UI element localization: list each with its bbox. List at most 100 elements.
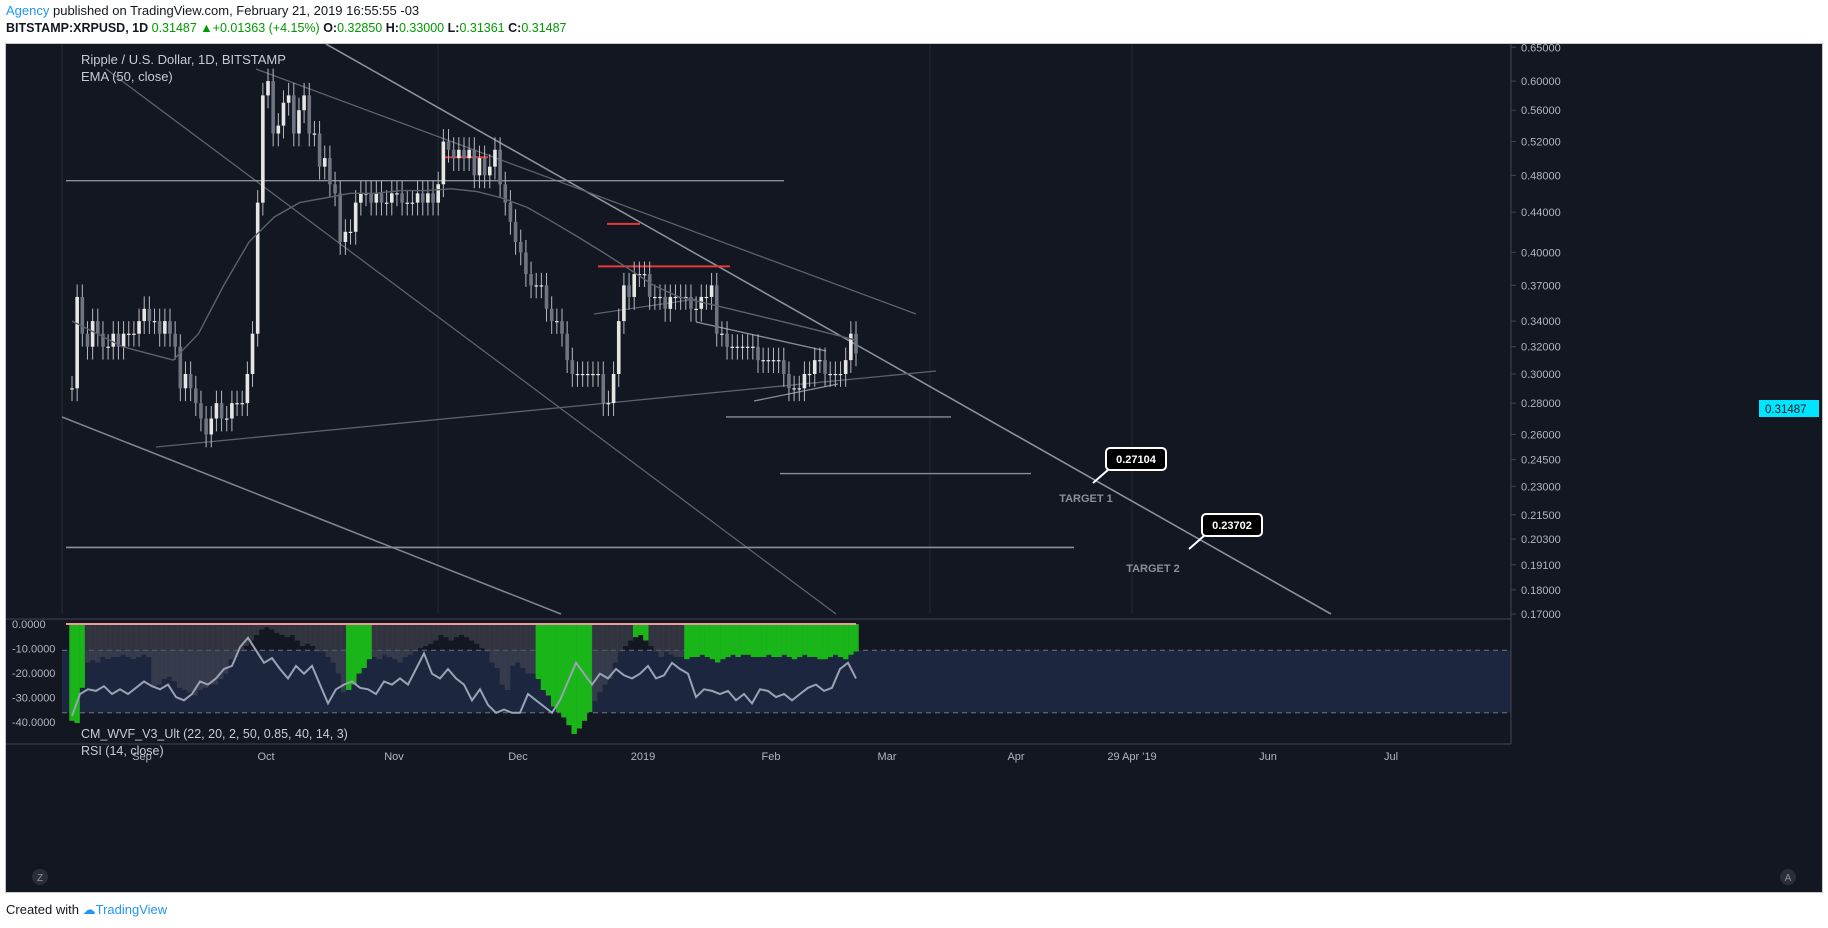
candle-body: [297, 110, 301, 134]
candle-body: [286, 95, 291, 103]
chart-frame[interactable]: 0.0000-10.0000-20.0000-30.0000-40.000080…: [5, 42, 1823, 893]
candle-body: [766, 360, 771, 362]
candle-body: [126, 333, 131, 335]
candle-body: [75, 296, 79, 389]
candle-body: [477, 158, 482, 176]
wvf-bar: [735, 624, 741, 657]
wvf-bar: [264, 624, 270, 628]
time-tick-label: Jun: [1259, 751, 1277, 763]
wvf-bar: [84, 624, 91, 663]
trendline-layer: [61, 43, 1332, 615]
candle-body: [359, 193, 363, 203]
wvf-bar: [433, 624, 439, 641]
candle-body: [395, 193, 399, 195]
rsi-legend: RSI (14, close): [81, 744, 164, 758]
wvf-bar: [269, 624, 275, 630]
wvf-bar: [243, 624, 249, 646]
wvf-bar: [325, 624, 331, 657]
author-link[interactable]: Agency: [6, 3, 50, 18]
price-change: +0.01363 (+4.15%): [212, 21, 320, 35]
wvf-bar: [417, 624, 424, 649]
wvf-bar: [427, 624, 434, 644]
candle-body: [756, 346, 760, 361]
wvf-bar: [556, 624, 562, 712]
ema-line: [71, 188, 857, 361]
wvf-bar: [284, 624, 290, 638]
candle-body: [828, 373, 833, 376]
candle-body: [807, 373, 812, 376]
candle-body: [730, 346, 735, 348]
price-tick-label: 0.32000: [1521, 342, 1561, 354]
price-tick-label: 0.20300: [1521, 534, 1561, 546]
close-value: 0.31487: [521, 21, 567, 35]
wvf-bar: [156, 624, 162, 685]
candle-body: [266, 81, 270, 96]
candle-body: [575, 373, 580, 376]
triangle-bottom-line: [753, 383, 839, 402]
candle-body: [580, 373, 585, 376]
auto-scale-button[interactable]: A: [1780, 869, 1796, 885]
svg-text:A: A: [1785, 873, 1792, 884]
price-chart[interactable]: 0.0000-10.0000-20.0000-30.0000-40.000080…: [6, 42, 1822, 892]
ema-layer: [71, 188, 857, 361]
candle-body: [560, 321, 564, 334]
candle-body: [224, 418, 229, 420]
candle-body: [271, 81, 275, 134]
candle-body: [534, 285, 539, 287]
zoom-button[interactable]: Z: [32, 869, 48, 885]
wvf-bar: [386, 624, 393, 657]
target-1-callout[interactable]: 0.27104: [1092, 447, 1167, 484]
price-tick-label: 0.34000: [1521, 316, 1561, 328]
candle-body: [183, 373, 188, 389]
wvf-bar: [509, 624, 516, 666]
candle-body: [441, 141, 446, 185]
candle-body: [591, 373, 595, 376]
bottom-trendline: [61, 416, 562, 615]
price-tick-label: 0.56000: [1521, 105, 1561, 117]
tradingview-link[interactable]: TradingView: [95, 902, 168, 917]
wvf-bar: [632, 624, 639, 638]
candle-body: [111, 333, 116, 347]
wvf-bar: [100, 624, 106, 657]
wvf-bar: [120, 624, 126, 655]
candle-body: [389, 193, 394, 203]
candle-body: [178, 346, 183, 389]
wvf-bar: [397, 624, 403, 663]
candle-body: [209, 418, 214, 435]
candle-body: [622, 285, 626, 322]
candle-body: [565, 333, 569, 361]
candle-body: [261, 95, 265, 203]
price-tick-label: 0.65000: [1521, 44, 1561, 54]
wvf-bar: [566, 624, 572, 726]
time-tick-label: Feb: [762, 751, 781, 763]
wvf-bar: [110, 624, 116, 657]
wvf-bar: [130, 624, 137, 660]
candle-body: [219, 403, 224, 419]
candle-body: [632, 274, 637, 297]
candle-body: [627, 285, 631, 297]
candle-body: [518, 241, 523, 253]
time-tick-label: Mar: [878, 751, 897, 763]
candle-body: [601, 373, 606, 404]
price-tick-label: 0.30000: [1521, 369, 1561, 381]
price-badge: 0.31487: [1759, 400, 1819, 417]
publish-info: Agency published on TradingView.com, Feb…: [6, 3, 419, 18]
wvf-bar: [755, 624, 762, 657]
price-tick-label: 0.44000: [1521, 207, 1561, 219]
candle-body: [699, 296, 704, 309]
wvf-bar: [776, 624, 782, 657]
target-2-callout[interactable]: 0.23702: [1188, 513, 1263, 550]
wvf-bar: [141, 624, 147, 655]
wvf-bar: [812, 624, 818, 657]
wvf-bar: [315, 624, 321, 652]
candle-body: [854, 333, 858, 354]
wvf-bar: [771, 624, 777, 657]
wvf-bar: [827, 624, 834, 657]
candle-body: [446, 141, 451, 150]
rsi-band: [62, 650, 1511, 713]
candle-body: [188, 373, 193, 389]
candle-body: [709, 285, 714, 297]
time-tick-label: 2019: [631, 751, 655, 763]
candle-body: [85, 333, 90, 347]
footer: Created with ☁TradingView: [6, 902, 167, 918]
